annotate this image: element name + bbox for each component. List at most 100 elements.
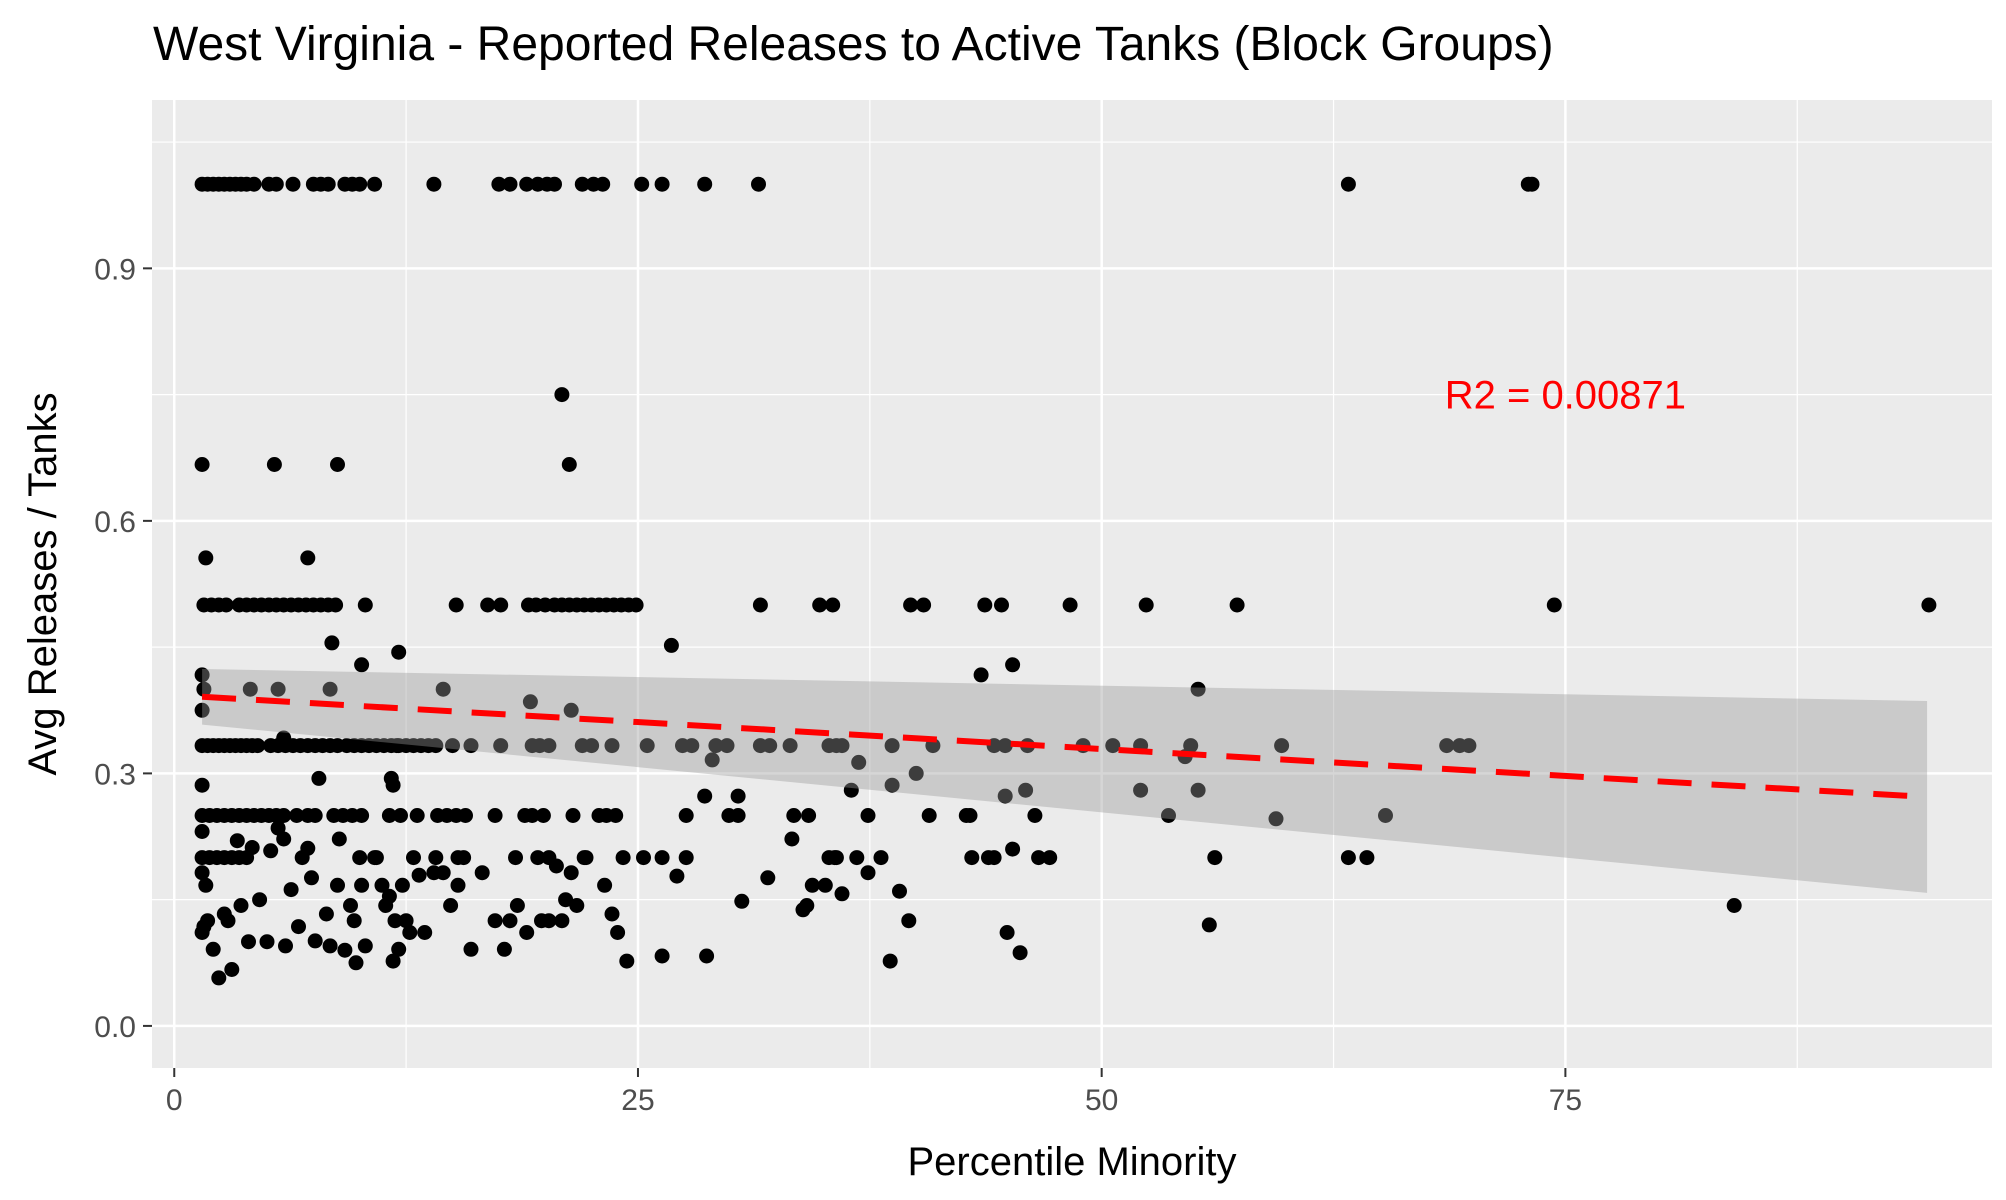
data-point — [463, 941, 479, 957]
data-point — [1439, 738, 1455, 754]
data-point — [458, 808, 473, 823]
data-point — [654, 948, 670, 964]
fit-line-layer — [201, 693, 1928, 800]
data-point — [999, 925, 1015, 940]
data-point — [278, 938, 293, 954]
data-point — [211, 970, 227, 986]
data-point — [977, 597, 993, 613]
data-point — [565, 808, 581, 823]
data-point — [892, 883, 907, 899]
data-point — [318, 906, 334, 922]
data-point — [300, 550, 316, 566]
data-point — [849, 850, 865, 866]
plot-panel — [152, 100, 1992, 1068]
data-point — [834, 738, 850, 754]
data-point — [218, 597, 234, 613]
data-point — [1546, 597, 1562, 613]
data-point — [381, 808, 397, 823]
data-point — [194, 702, 210, 718]
data-point — [252, 892, 268, 908]
data-point — [1018, 782, 1034, 798]
data-point — [324, 635, 340, 651]
data-point — [901, 913, 917, 929]
data-point — [194, 457, 210, 472]
y-tick-label: 0.6 — [94, 506, 136, 539]
data-point — [330, 457, 345, 472]
data-point — [1062, 597, 1078, 613]
data-point — [1161, 808, 1176, 823]
data-point — [331, 831, 347, 847]
data-point — [719, 738, 735, 754]
data-point — [986, 850, 1002, 866]
data-point — [873, 850, 889, 866]
data-point — [374, 877, 390, 893]
data-point — [328, 597, 344, 613]
data-point — [285, 176, 301, 192]
data-point — [834, 886, 850, 902]
data-point — [1229, 597, 1245, 613]
data-point — [289, 808, 305, 823]
data-point — [508, 850, 523, 866]
data-point — [276, 831, 292, 847]
data-point — [426, 176, 442, 192]
data-point — [684, 738, 700, 754]
data-point — [860, 865, 876, 881]
x-tick-label: 0 — [166, 1084, 183, 1117]
data-point — [786, 808, 802, 823]
data-point — [389, 738, 405, 754]
data-point — [597, 877, 613, 893]
data-point — [352, 850, 368, 866]
data-point — [276, 730, 292, 746]
data-point — [196, 919, 212, 935]
data-point — [994, 597, 1009, 613]
data-point — [291, 919, 306, 935]
data-point — [734, 893, 750, 909]
data-point — [493, 738, 509, 754]
data-point — [391, 644, 407, 660]
data-point — [394, 877, 410, 893]
r2-annotation: R2 = 0.00871 — [1445, 374, 1686, 418]
data-point — [474, 865, 490, 881]
data-point — [1031, 850, 1047, 866]
data-point — [244, 840, 260, 855]
data-point — [1005, 841, 1021, 857]
data-point — [730, 788, 746, 804]
data-point — [1005, 657, 1021, 673]
data-point — [307, 808, 323, 823]
data-point — [608, 808, 624, 823]
data-point — [456, 850, 472, 866]
data-point — [367, 176, 383, 192]
data-point — [522, 694, 538, 710]
data-point — [1012, 945, 1028, 961]
data-point — [1190, 782, 1206, 798]
data-point — [678, 808, 694, 823]
data-point — [619, 953, 635, 969]
data-point — [636, 850, 651, 866]
data-point — [409, 808, 425, 823]
data-point — [604, 906, 620, 922]
data-point — [1190, 681, 1206, 697]
data-point — [752, 597, 768, 613]
data-point — [348, 955, 364, 971]
data-point — [678, 850, 694, 866]
data-point — [519, 176, 535, 192]
data-point — [346, 913, 362, 929]
data-point — [1133, 782, 1149, 798]
data-point — [393, 808, 408, 823]
data-point — [1340, 850, 1356, 866]
data-point — [406, 850, 421, 866]
data-point — [487, 913, 503, 929]
data-point — [524, 808, 540, 823]
data-point — [708, 738, 724, 754]
y-tick-label: 0.9 — [94, 253, 136, 286]
data-point — [381, 888, 397, 904]
data-point — [428, 850, 444, 866]
data-point — [860, 808, 876, 823]
data-point — [569, 898, 585, 913]
data-point — [330, 877, 345, 893]
data-point — [402, 925, 418, 940]
data-point — [1461, 738, 1477, 754]
data-point — [697, 176, 713, 192]
data-point — [417, 925, 433, 940]
data-point — [1042, 850, 1058, 866]
